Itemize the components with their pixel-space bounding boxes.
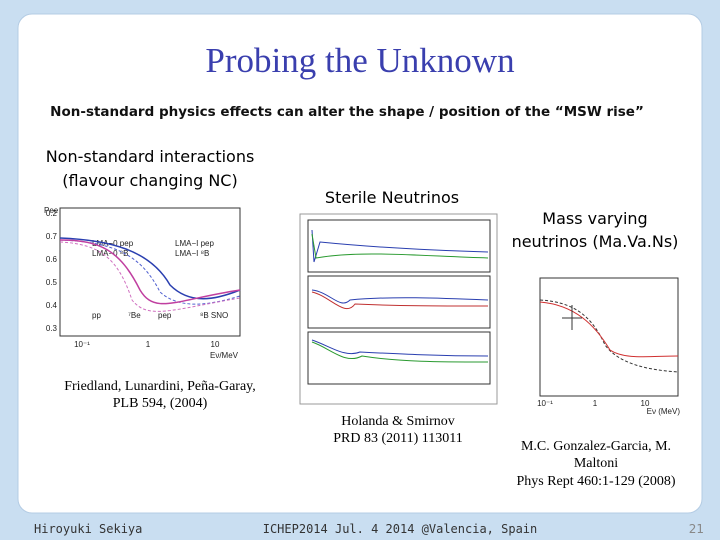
page-number: 21 (689, 522, 704, 536)
subplot (307, 219, 491, 273)
tick-label: 10⁻¹ (537, 399, 553, 408)
axis-label: Pee (44, 206, 59, 215)
tick-label: 10 (641, 399, 650, 408)
tick-label: 1 (593, 399, 598, 408)
tick-label: 0.7 (46, 232, 58, 241)
tick-label: 10 (211, 340, 220, 349)
tick-label: 10⁻¹ (74, 340, 90, 349)
legend: LMA−I ⁸B (175, 249, 209, 258)
legend: LMA−0 ⁸B (92, 249, 129, 258)
tick-label: 0.6 (46, 255, 58, 264)
curve (59, 241, 241, 312)
plot-mavans: 10⁻¹ 1 10 Eν (MeV) (537, 277, 681, 416)
plot-nsi: Pee 0.7 0.6 0.5 0.4 0.3 0.2 10⁻¹ 1 10 Eν… (44, 206, 241, 360)
region: pp (92, 311, 101, 320)
tick-label: 1 (146, 340, 151, 349)
citation: PLB 594, (2004) (113, 396, 208, 411)
heading: neutrinos (Ma.Va.Ns) (512, 232, 679, 251)
curve (59, 239, 241, 305)
subplot (307, 275, 491, 329)
citation: PRD 83 (2011) 113011 (333, 431, 463, 446)
axis-label: Eν/MeV (210, 351, 239, 360)
legend: LMA−I pep (175, 239, 214, 248)
region: pep (158, 311, 172, 320)
heading: Non-standard interactions (46, 147, 255, 166)
subtitle: Non-standard physics effects can alter t… (50, 104, 644, 120)
tick-label: 0.3 (46, 324, 58, 333)
tick-label: 0.5 (46, 278, 58, 287)
heading: Mass varying (542, 209, 647, 228)
curve (311, 229, 489, 263)
citation: Maltoni (574, 456, 618, 471)
citation: Holanda & Smirnov (341, 414, 455, 429)
plot-frame (59, 207, 241, 337)
curve (539, 301, 679, 358)
tick-label: 0.2 (46, 209, 58, 218)
footer-author: Hiroyuki Sekiya (34, 522, 142, 536)
tick-label: 0.4 (46, 301, 58, 310)
citation: Friedland, Lunardini, Peña-Garay, (64, 379, 256, 394)
curve (311, 291, 489, 310)
plot-frame (539, 277, 679, 397)
heading: (flavour changing NC) (62, 171, 237, 190)
curve (59, 237, 241, 300)
citation: M.C. Gonzalez-Garcia, M. (521, 439, 671, 454)
plot-sterile (299, 213, 498, 405)
curve (59, 239, 241, 305)
subplot (307, 331, 491, 385)
region: ⁸B SNO (200, 311, 228, 320)
citation: Phys Rept 460:1-129 (2008) (516, 474, 675, 489)
footer-event: ICHEP2014 Jul. 4 2014 @Valencia, Spain (263, 522, 538, 536)
axis-label: Eν (MeV) (647, 407, 681, 416)
curve (311, 341, 489, 363)
title: Probing the Unknown (205, 41, 514, 80)
heading: Sterile Neutrinos (325, 188, 459, 207)
curve (311, 233, 489, 259)
curve (311, 289, 489, 304)
region: ⁷Be (128, 311, 141, 320)
plot-frame (299, 213, 498, 405)
legend: LMA−0 pep (92, 239, 134, 248)
curve (311, 339, 489, 357)
